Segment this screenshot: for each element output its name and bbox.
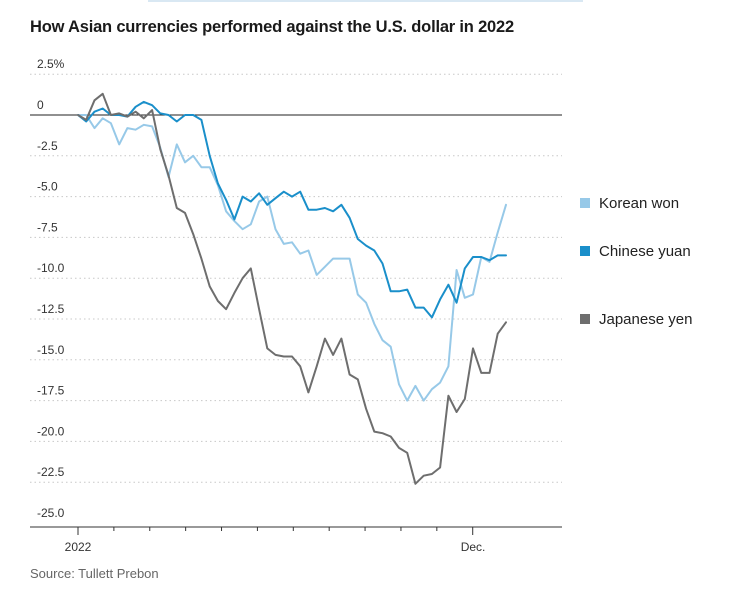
y-tick-label: 2.5% — [37, 57, 65, 71]
series-line-japanese-yen — [77, 92, 507, 485]
y-tick-label: 0 — [37, 98, 44, 112]
y-tick-label: -12.5 — [37, 302, 65, 316]
x-tick-label: 2022 — [65, 540, 92, 554]
y-tick-label: -15.0 — [37, 343, 65, 357]
legend-swatch — [580, 314, 590, 324]
series-line-korean-won — [77, 114, 507, 402]
y-tick-label: -22.5 — [37, 465, 65, 479]
y-tick-label: -20.0 — [37, 424, 65, 438]
legend-swatch — [580, 198, 590, 208]
series-line-chinese-yuan — [77, 100, 507, 319]
y-tick-label: -25.0 — [37, 506, 65, 520]
y-tick-label: -10.0 — [37, 261, 65, 275]
source-note: Source: Tullett Prebon — [30, 566, 159, 581]
legend-label: Chinese yuan — [599, 243, 691, 260]
legend-label: Japanese yen — [599, 311, 692, 328]
legend-label: Korean won — [599, 195, 679, 212]
y-tick-label: -7.5 — [37, 220, 58, 234]
legend-swatch — [580, 246, 590, 256]
y-tick-label: -2.5 — [37, 139, 58, 153]
chart-title: How Asian currencies performed against t… — [30, 18, 514, 36]
top-rule — [148, 0, 583, 2]
x-tick-label: Dec. — [461, 540, 486, 554]
y-tick-label: -5.0 — [37, 180, 58, 194]
y-tick-label: -17.5 — [37, 384, 65, 398]
